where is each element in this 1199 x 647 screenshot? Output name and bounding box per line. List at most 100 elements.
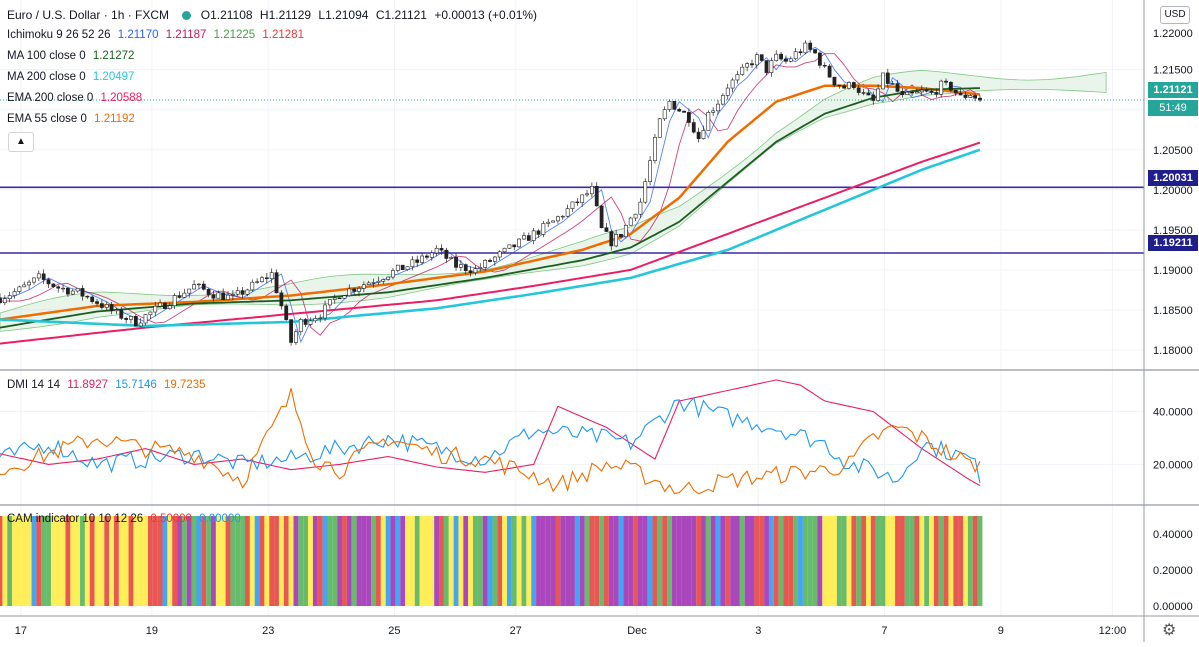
cam-bar [264, 516, 270, 606]
cam-legend[interactable]: CAM indicator 10 10 12 26 0.50000 0.0000… [7, 513, 245, 525]
candle-body [138, 322, 143, 327]
candle-body [856, 87, 861, 93]
candle-body [284, 305, 289, 320]
cam-bar [589, 516, 595, 606]
cam-bar [36, 516, 42, 606]
candle-body [366, 282, 371, 285]
cam-bar [434, 516, 440, 606]
cam-bar [31, 516, 37, 606]
candle-body [158, 302, 162, 307]
cam-bar [550, 516, 556, 606]
candle-body [910, 91, 914, 94]
cam-bar [448, 516, 454, 606]
candle-body [133, 316, 138, 327]
cam-bar [705, 516, 711, 606]
cam-bar [647, 516, 653, 606]
candle-body [861, 92, 866, 94]
candle-body [99, 303, 104, 308]
dmi-adx-line [0, 379, 981, 486]
candle-body [323, 304, 327, 319]
collapse-legend-button[interactable]: ▲ [8, 132, 34, 152]
candle-body [51, 283, 56, 288]
cam-bar [0, 516, 3, 606]
candle-body [682, 110, 686, 113]
cam-bar [570, 516, 575, 606]
indicator-legend-ema200[interactable]: EMA 200 close 0 1.20588 [7, 92, 146, 104]
cam-bar [70, 516, 76, 606]
cam-bar [414, 516, 420, 606]
candle-body [546, 221, 551, 224]
price-tick-label: 1.21500 [1153, 65, 1193, 77]
cam-bar [875, 516, 881, 606]
candle-body [779, 53, 783, 60]
cam-bar [84, 516, 90, 606]
candle-body [269, 272, 274, 280]
candle-body [648, 160, 652, 182]
cam-bar [356, 516, 362, 606]
cam-bar [211, 516, 216, 606]
candle-body [526, 235, 531, 241]
cam-bar [938, 516, 944, 606]
candle-body [711, 110, 716, 113]
cam-bar [521, 516, 527, 606]
candle-body [27, 281, 32, 286]
price-tick-label: 1.19500 [1153, 225, 1193, 237]
cam-bar [972, 516, 978, 606]
cam-bar [555, 516, 561, 606]
candle-body [104, 304, 109, 308]
cam-bar [351, 516, 357, 606]
price-tick-label: 1.19000 [1153, 265, 1193, 277]
candle-body [454, 257, 458, 268]
cam-bar [50, 516, 56, 606]
cam-bar [143, 516, 148, 606]
candle-body [371, 282, 376, 284]
cam-bar [322, 516, 328, 606]
candle-body [303, 319, 308, 325]
cam-bar [735, 516, 740, 606]
indicator-legend-ma200[interactable]: MA 200 close 0 1.20497 [7, 71, 138, 83]
symbol-legend[interactable]: Euro / U.S. Dollar · 1h · FXCM O1.21108 … [7, 8, 541, 22]
candle-body [458, 264, 463, 268]
cam-bar [565, 516, 571, 606]
settings-gear-icon[interactable]: ⚙ [1162, 622, 1177, 639]
candle-body [691, 122, 696, 133]
cam-bar [342, 516, 347, 606]
cam-bar [681, 516, 687, 606]
cam-bar [613, 516, 619, 606]
cam-bar [545, 516, 551, 606]
candle-body [585, 193, 589, 196]
cam-bar [536, 516, 541, 606]
cam-bar [948, 516, 954, 606]
candle-body [696, 131, 701, 139]
cam-bar [94, 516, 100, 606]
cam-bar [172, 516, 178, 606]
indicator-value: 0.00000 [199, 513, 241, 525]
indicator-legend-ema55[interactable]: EMA 55 close 0 1.21192 [7, 113, 139, 125]
cam-bar [652, 516, 658, 606]
candle-body [17, 286, 22, 292]
candle-body [750, 63, 754, 66]
indicator-legend-ma100[interactable]: MA 100 close 0 1.21272 [7, 50, 138, 62]
cam-bar [943, 516, 949, 606]
cam-bar [429, 516, 435, 606]
indicator-value: 11.8927 [67, 379, 108, 391]
cam-bar [574, 516, 580, 606]
candle-body [352, 288, 357, 292]
cam-bar [511, 516, 517, 606]
candle-body [876, 88, 881, 101]
cam-bar [599, 516, 605, 606]
candle-body [420, 255, 424, 263]
cam-bar [361, 516, 367, 606]
indicator-value: 19.7235 [163, 379, 206, 391]
candle-body [560, 215, 565, 218]
cam-bar [147, 516, 153, 606]
indicator-legend-ichimoku[interactable]: Ichimoku 9 26 52 26 1.21170 1.21187 1.21… [7, 29, 308, 41]
dmi-legend[interactable]: DMI 14 14 11.8927 15.7146 19.7235 [7, 379, 210, 391]
cam-bar [235, 516, 241, 606]
cam-bar [371, 516, 376, 606]
currency-button[interactable]: USD [1160, 6, 1190, 24]
candle-body [788, 58, 793, 62]
candle-body [759, 54, 764, 61]
candle-body [895, 83, 900, 92]
